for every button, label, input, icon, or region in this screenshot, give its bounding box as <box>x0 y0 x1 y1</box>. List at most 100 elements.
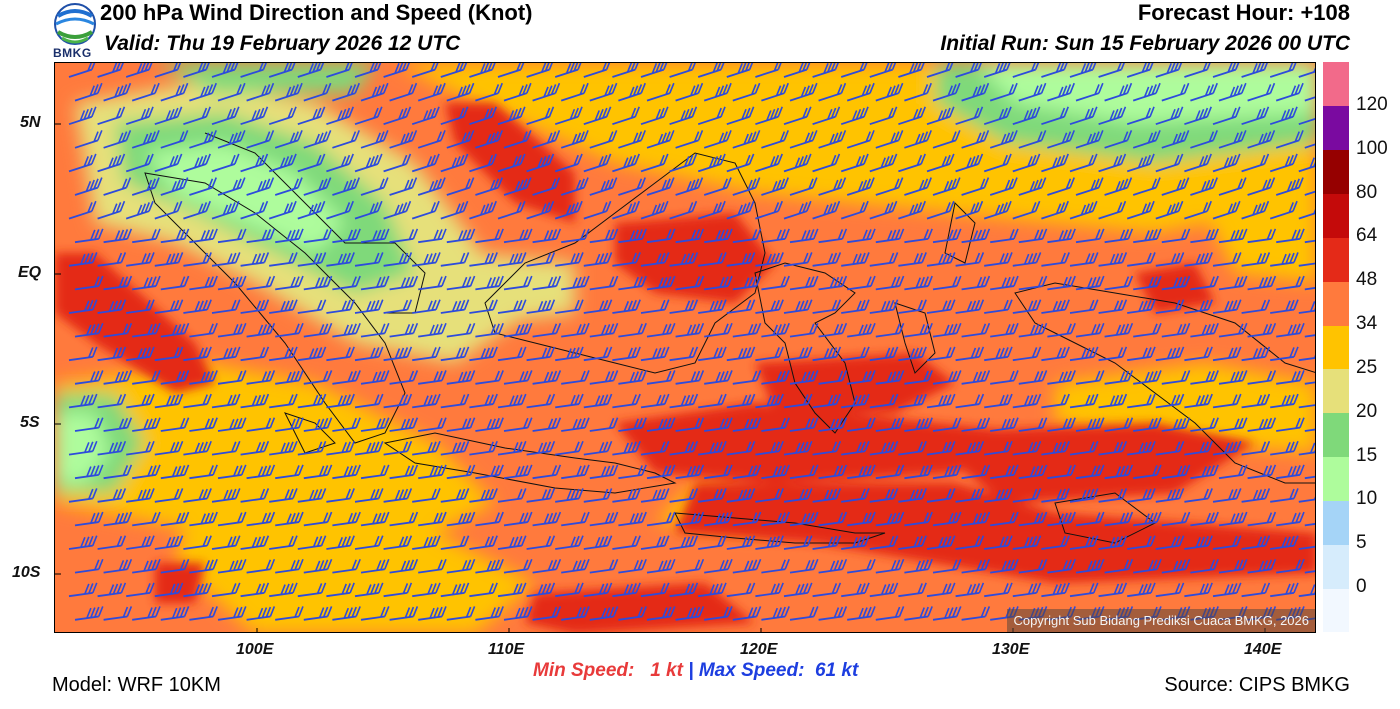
wind-barb <box>898 440 927 456</box>
wind-barb <box>1075 82 1104 102</box>
wind-barb <box>612 106 640 126</box>
wind-barb <box>847 370 876 385</box>
wind-barb <box>297 393 327 409</box>
wind-barb <box>612 200 640 220</box>
wind-barb <box>1212 299 1242 314</box>
wind-barb <box>160 606 190 621</box>
wind-barb <box>783 106 812 126</box>
wind-barb <box>1012 346 1042 362</box>
wind-barb <box>812 200 841 220</box>
wind-barb <box>68 488 98 503</box>
wind-barb <box>875 511 905 527</box>
wind-barb <box>1161 511 1191 527</box>
wind-barb <box>812 393 842 409</box>
wind-barb <box>904 606 933 621</box>
wind-barb <box>532 558 562 574</box>
wind-barb <box>1190 464 1219 480</box>
wind-barb <box>1133 275 1162 291</box>
wind-barb <box>675 370 705 385</box>
wind-barb <box>532 228 562 244</box>
wind-barb <box>326 582 355 598</box>
wind-barb <box>440 252 470 267</box>
wind-barb <box>840 106 869 126</box>
wind-barb <box>126 535 155 550</box>
wind-barb <box>926 393 956 409</box>
wind-barb <box>354 252 384 267</box>
wind-barb <box>383 153 412 173</box>
wind-barb <box>1161 130 1190 149</box>
wind-barb <box>217 606 247 621</box>
wind-barb <box>503 606 533 621</box>
wind-barb <box>1218 82 1247 102</box>
colorbar-label: 20 <box>1356 400 1378 422</box>
wind-barb <box>989 177 1018 196</box>
wind-barb <box>612 346 641 362</box>
wind-barb <box>103 511 133 527</box>
colorbar-label: 0 <box>1356 576 1367 598</box>
wind-barb <box>1218 558 1248 574</box>
wind-barb <box>469 535 498 550</box>
wind-barb <box>640 252 670 267</box>
wind-barb <box>1218 322 1248 338</box>
wind-barb <box>618 417 647 432</box>
wind-barb <box>68 535 98 550</box>
wind-barb <box>246 275 276 291</box>
wind-barb <box>561 417 590 432</box>
wind-barb <box>183 153 211 173</box>
wind-barb <box>303 130 332 149</box>
wind-barb <box>125 153 154 173</box>
wind-barb <box>1075 130 1104 149</box>
wind-barb <box>503 417 533 432</box>
wind-barb <box>618 275 647 291</box>
wind-barb <box>755 535 784 550</box>
wind-barb <box>1155 393 1185 409</box>
wind-barb <box>154 393 184 409</box>
wind-barb <box>1012 393 1042 409</box>
wind-barb <box>1069 63 1097 78</box>
wind-barb <box>303 417 333 432</box>
wind-barb <box>503 228 533 244</box>
wind-barb <box>640 488 670 503</box>
wind-barb <box>1012 582 1042 598</box>
wind-barb <box>469 346 498 362</box>
wind-barb <box>132 558 161 574</box>
wind-barb <box>1184 440 1213 456</box>
wind-barb <box>1104 370 1134 385</box>
wind-barb <box>74 322 104 338</box>
colorbar-label: 120 <box>1356 93 1388 115</box>
wind-barb <box>211 106 240 126</box>
wind-barb <box>497 252 527 267</box>
wind-barb <box>646 511 676 527</box>
wind-barb <box>932 130 961 149</box>
wind-barb <box>932 511 962 527</box>
wind-barb <box>1012 488 1042 503</box>
wind-barb <box>1047 275 1076 291</box>
wind-barb <box>383 200 412 220</box>
wind-barb <box>103 464 133 480</box>
wind-barb <box>761 511 790 527</box>
wind-barb <box>97 153 126 173</box>
wind-barb <box>1018 177 1047 196</box>
wind-barb <box>846 177 875 196</box>
wind-barb <box>126 299 155 314</box>
wind-barb <box>1018 322 1048 338</box>
wind-barb <box>189 417 218 432</box>
wind-barb <box>961 275 991 291</box>
wind-barb <box>961 177 990 196</box>
wind-barb <box>561 558 590 574</box>
wind-barb <box>698 299 727 314</box>
colorbar-swatch <box>1323 456 1349 501</box>
wind-barb <box>526 440 556 456</box>
wind-barb <box>675 275 705 291</box>
wind-barb <box>761 228 790 244</box>
wind-barb <box>555 440 584 456</box>
wind-barb <box>240 393 270 409</box>
wind-barb <box>818 417 848 432</box>
wind-barb <box>383 393 413 409</box>
wind-barb <box>354 582 384 598</box>
wind-barb <box>446 130 475 149</box>
wind-barb <box>1161 275 1191 291</box>
wind-barb <box>240 252 270 267</box>
wind-barb <box>783 488 813 503</box>
wind-barb <box>189 82 217 102</box>
